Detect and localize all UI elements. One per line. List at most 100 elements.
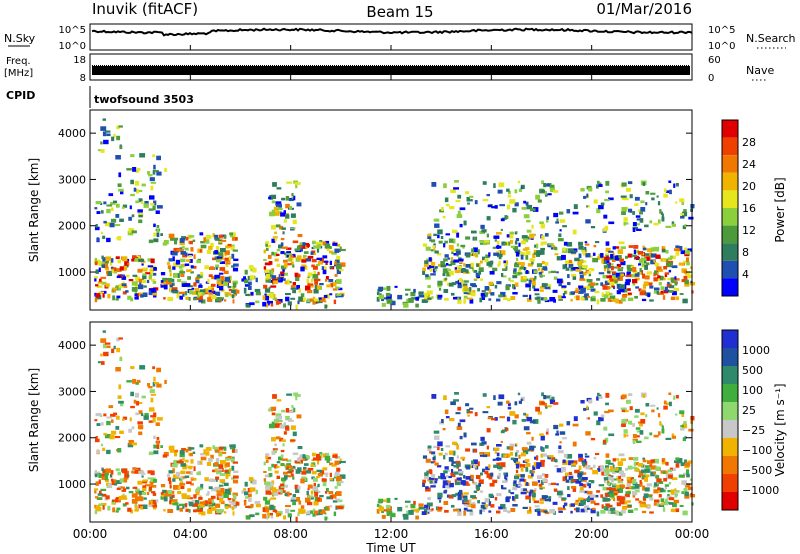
- velocity-cell: [381, 514, 386, 519]
- velocity-cell: [518, 480, 522, 486]
- power-cell: [179, 238, 185, 243]
- power-cell: [106, 237, 111, 243]
- power-cell: [174, 237, 179, 241]
- velocity-cell: [176, 460, 182, 463]
- velocity-cell: [450, 472, 456, 478]
- velocity-cell: [329, 472, 332, 478]
- power-cell: [150, 258, 155, 264]
- power-cell: [542, 241, 547, 245]
- power-cell: [229, 256, 232, 261]
- velocity-cell: [515, 443, 518, 446]
- power-cell: [100, 141, 103, 145]
- power-cell: [544, 286, 550, 290]
- velocity-cell: [498, 468, 502, 472]
- power-cell: [562, 247, 566, 252]
- velocity-cell: [188, 467, 192, 470]
- power-cell: [110, 201, 116, 205]
- power-cell: [604, 257, 610, 261]
- power-cell: [224, 254, 227, 257]
- colorbar-segment: [722, 243, 738, 261]
- velocity-cell: [127, 474, 130, 477]
- velocity-cell: [277, 489, 282, 493]
- power-cell: [107, 293, 111, 299]
- velocity-cell: [276, 513, 282, 517]
- power-cell: [136, 167, 141, 171]
- power-cell: [544, 233, 549, 237]
- velocity-cell: [586, 491, 593, 495]
- velocity-cell: [561, 497, 567, 500]
- power-cell: [482, 199, 489, 202]
- velocity-cell: [595, 453, 600, 456]
- power-cell: [626, 187, 631, 192]
- power-cell: [588, 283, 594, 289]
- velocity-cell: [555, 433, 559, 436]
- velocity-cell: [106, 416, 113, 419]
- power-cell: [279, 210, 282, 214]
- power-cell: [386, 298, 393, 304]
- power-cell: [620, 273, 625, 277]
- power-cell: [527, 263, 533, 267]
- power-cell: [433, 268, 436, 273]
- freq-tick-top: 18: [73, 55, 86, 66]
- velocity-cell: [609, 504, 613, 507]
- power-cell: [617, 276, 620, 280]
- velocity-cell: [492, 458, 496, 461]
- velocity-cell: [225, 506, 229, 510]
- power-cell: [616, 283, 622, 289]
- velocity-cell: [102, 343, 107, 349]
- velocity-cell: [186, 471, 191, 474]
- velocity-cell: [160, 495, 164, 500]
- power-cell: [208, 274, 213, 278]
- velocity-cell: [482, 393, 487, 397]
- power-cell: [128, 279, 134, 282]
- power-cell: [498, 256, 502, 260]
- power-cell: [601, 294, 607, 297]
- velocity-cell: [224, 470, 229, 473]
- velocity-cell: [644, 468, 650, 473]
- velocity-cell: [270, 482, 274, 487]
- velocity-cell: [173, 485, 179, 490]
- power-cell: [329, 293, 333, 296]
- velocity-cell: [436, 465, 442, 468]
- power-cell: [496, 232, 502, 235]
- power-cell: [427, 285, 431, 289]
- power-cell: [147, 258, 153, 262]
- velocity-cell: [469, 510, 474, 516]
- velocity-cell: [646, 474, 650, 478]
- velocity-cell: [280, 449, 285, 453]
- velocity-cell: [196, 487, 203, 491]
- velocity-cell: [564, 503, 567, 507]
- power-cell: [410, 291, 416, 297]
- power-cell: [427, 234, 432, 239]
- power-cell: [121, 206, 125, 209]
- power-cell: [455, 248, 461, 251]
- power-cell: [232, 232, 236, 237]
- power-cell: [272, 293, 276, 299]
- power-cell: [562, 293, 565, 298]
- power-cell: [209, 267, 215, 270]
- power-cell: [553, 190, 559, 193]
- velocity-cell: [269, 423, 275, 429]
- power-cell: [250, 291, 254, 296]
- power-cell: [152, 288, 156, 292]
- velocity-cell: [116, 347, 121, 353]
- velocity-cell: [463, 507, 468, 511]
- power-cell: [619, 288, 625, 293]
- velocity-cell: [445, 445, 450, 448]
- velocity-cell: [427, 445, 432, 449]
- velocity-cell: [432, 457, 436, 461]
- velocity-cell: [564, 472, 569, 477]
- velocity-cell: [203, 449, 206, 454]
- colorbar-segment: [722, 492, 738, 510]
- power-cell: [506, 204, 511, 210]
- velocity-cell: [556, 483, 559, 486]
- velocity-cell: [150, 470, 155, 476]
- power-cell: [674, 281, 678, 286]
- velocity-cell: [233, 470, 239, 473]
- power-cell: [658, 269, 664, 272]
- velocity-cell: [680, 427, 685, 431]
- power-cell: [291, 193, 294, 197]
- power-cell: [444, 277, 448, 281]
- power-cell: [318, 241, 323, 247]
- power-cell: [153, 164, 156, 170]
